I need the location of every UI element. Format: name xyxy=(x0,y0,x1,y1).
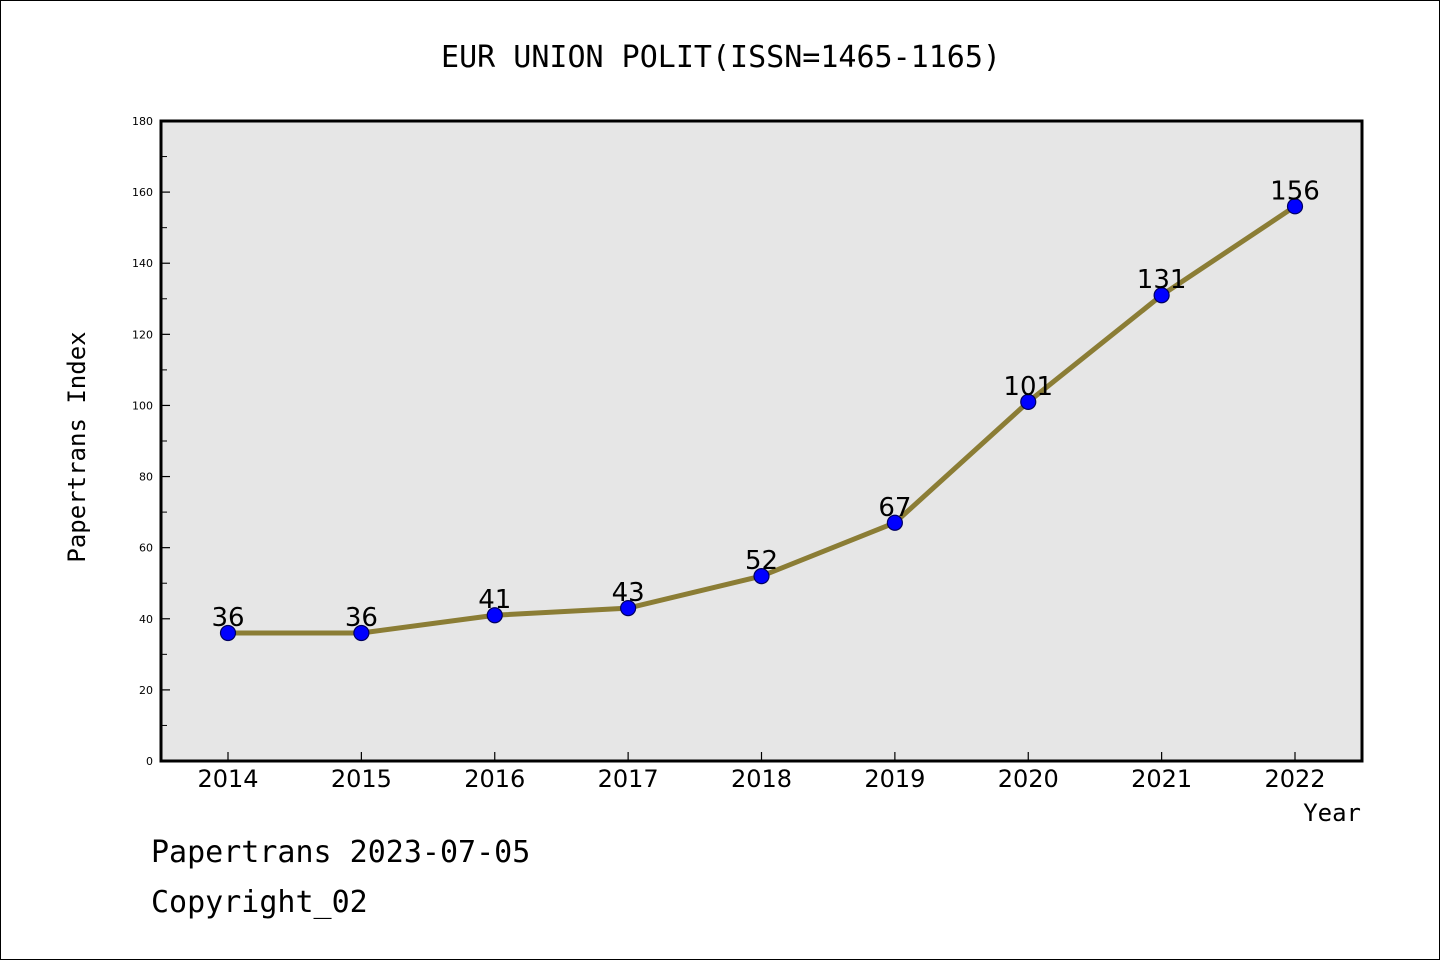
y-tick-label: 0 xyxy=(146,755,153,768)
series-group: 36 36 41 43 52 67 101 131 156 xyxy=(211,176,1320,642)
y-tick-label: 100 xyxy=(132,399,153,412)
x-tick-label: 2016 xyxy=(464,765,525,793)
x-axis: 2014 2015 2016 2017 2018 2019 2020 2021 2022 xyxy=(197,752,1326,793)
plot-area xyxy=(161,121,1362,761)
y-tick-label: 180 xyxy=(132,115,153,128)
data-point xyxy=(753,568,770,585)
data-label: 36 xyxy=(345,603,378,633)
y-tick-label: 140 xyxy=(132,257,153,270)
data-point xyxy=(620,600,637,617)
data-label: 67 xyxy=(878,493,911,523)
x-tick-label: 2014 xyxy=(197,765,258,793)
data-label: 36 xyxy=(211,603,244,633)
chart-title: EUR UNION POLIT(ISSN=1465-1165) xyxy=(441,40,1001,75)
data-label: 101 xyxy=(1003,372,1053,402)
footer-copyright: Copyright_02 xyxy=(151,885,368,920)
x-tick-label: 2018 xyxy=(731,765,792,793)
data-label: 156 xyxy=(1270,176,1320,206)
data-point xyxy=(219,624,237,642)
footer-date: Papertrans 2023-07-05 xyxy=(151,835,531,870)
x-tick-label: 2021 xyxy=(1131,765,1192,793)
data-label: 41 xyxy=(478,585,511,615)
data-label: 131 xyxy=(1137,265,1187,295)
y-axis-label: Papertrans Index xyxy=(63,331,91,562)
data-point xyxy=(1153,287,1170,304)
y-tick-label: 60 xyxy=(139,542,153,555)
x-tick-label: 2020 xyxy=(998,765,1059,793)
x-tick-label: 2015 xyxy=(331,765,392,793)
data-point xyxy=(1020,393,1037,410)
x-tick-label: 2017 xyxy=(598,765,659,793)
data-label: 52 xyxy=(745,546,778,576)
x-tick-label: 2019 xyxy=(864,765,925,793)
plot-frame xyxy=(159,119,1364,763)
data-point xyxy=(353,624,370,642)
y-tick-label: 160 xyxy=(132,186,153,199)
y-tick-label: 80 xyxy=(139,471,153,484)
x-tick-label: 2022 xyxy=(1264,765,1325,793)
data-point xyxy=(1286,198,1304,215)
y-tick-label: 120 xyxy=(132,328,153,341)
data-point xyxy=(886,514,903,531)
x-axis-label: Year xyxy=(1303,799,1361,827)
data-point xyxy=(486,607,503,624)
y-tick-label: 20 xyxy=(139,684,153,697)
data-label: 43 xyxy=(612,578,645,608)
y-tick-label: 40 xyxy=(139,613,153,626)
